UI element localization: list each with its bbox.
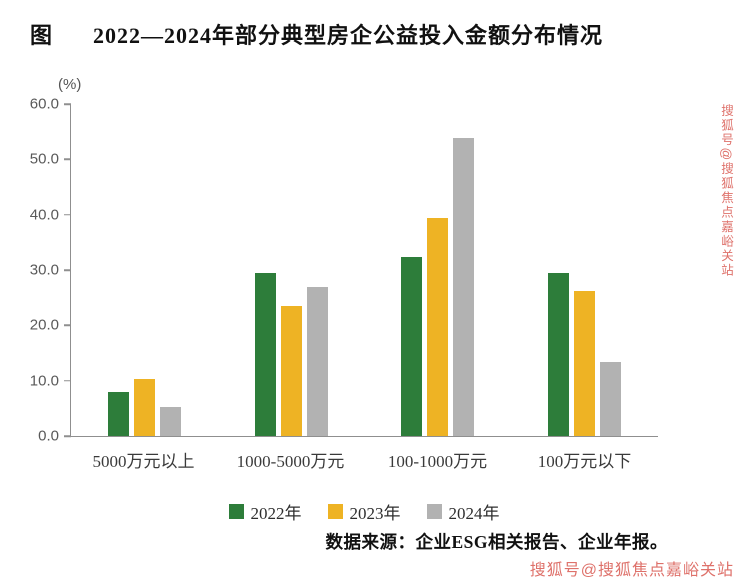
y-axis-tick-label: 60.0	[29, 95, 59, 113]
x-axis-labels: 5000万元以上 1000-5000万元 100-1000万元 100万元以下	[70, 447, 658, 472]
x-axis-label-1: 1000-5000万元	[236, 452, 345, 471]
watermark-vertical: 搜狐号@搜狐焦点嘉峪关站	[719, 104, 733, 279]
bar-series-0-category-2	[401, 256, 423, 436]
bar-series-0-category-3	[548, 272, 570, 436]
x-axis-label-3: 100万元以下	[537, 452, 632, 471]
y-axis-tick-label: 50.0	[29, 150, 59, 168]
y-axis-tick-mark	[64, 269, 71, 271]
legend-item-0: 2022年	[228, 499, 302, 524]
plot-area: 0.0 10.0 20.0 30.0 40.0 50.0 60.0	[30, 96, 658, 445]
y-axis-tick-mark	[64, 213, 71, 216]
y-axis-tick-label: 20.0	[29, 316, 59, 334]
bar-series-1-category-1	[280, 305, 302, 436]
bar-series-0-category-1	[254, 272, 276, 436]
bar-series-2-category-0	[159, 406, 181, 436]
bar-group-0	[71, 104, 218, 436]
bar-group-2	[365, 104, 512, 436]
source-note: 数据来源：企业ESG相关报告、企业年报。	[325, 532, 668, 552]
x-axis-label-0: 5000万元以上	[92, 452, 195, 471]
y-axis-tick-mark	[64, 324, 71, 327]
legend-swatch-icon	[327, 504, 343, 519]
title-text: 2022—2024年部分典型房企公益投入金额分布情况	[93, 23, 604, 48]
bar-groups-container	[71, 104, 658, 436]
y-axis-unit-label: (%)	[58, 76, 82, 93]
bar-group-1	[218, 104, 365, 436]
y-axis-tick-label: 30.0	[29, 261, 59, 279]
chart-title: 图 2022—2024年部分典型房企公益投入金额分布情况	[30, 18, 603, 50]
y-axis-tick-mark	[64, 435, 71, 437]
bar-group-3	[511, 104, 658, 436]
watermark-bottom: 搜狐号@搜狐焦点嘉峪关站	[529, 562, 734, 579]
x-axis-label-2: 100-1000万元	[387, 452, 488, 471]
y-axis-tick-mark	[64, 158, 71, 161]
y-axis-tick-label: 0.0	[38, 427, 59, 445]
y-axis-tick-mark	[64, 103, 71, 105]
legend-item-1: 2023年	[327, 499, 401, 524]
legend: 2022年 2023年 2024年	[70, 499, 658, 524]
bar-series-1-category-3	[574, 291, 596, 436]
bar-series-0-category-0	[107, 392, 129, 436]
bar-series-1-category-2	[427, 218, 449, 436]
bar-series-1-category-0	[133, 379, 155, 436]
legend-item-2: 2024年	[426, 499, 500, 524]
bar-series-2-category-3	[600, 362, 622, 436]
y-axis-tick-mark	[64, 379, 71, 382]
bar-series-2-category-1	[306, 287, 328, 436]
y-axis-tick-label: 10.0	[29, 372, 59, 390]
legend-swatch-icon	[228, 504, 244, 519]
legend-label: 2022年	[250, 504, 302, 523]
y-axis-tick-label: 40.0	[29, 206, 59, 224]
bar-series-2-category-2	[453, 138, 475, 436]
legend-label: 2024年	[448, 504, 500, 523]
legend-label: 2023年	[349, 504, 401, 523]
legend-swatch-icon	[426, 504, 442, 519]
figure-label: 图	[30, 23, 54, 48]
